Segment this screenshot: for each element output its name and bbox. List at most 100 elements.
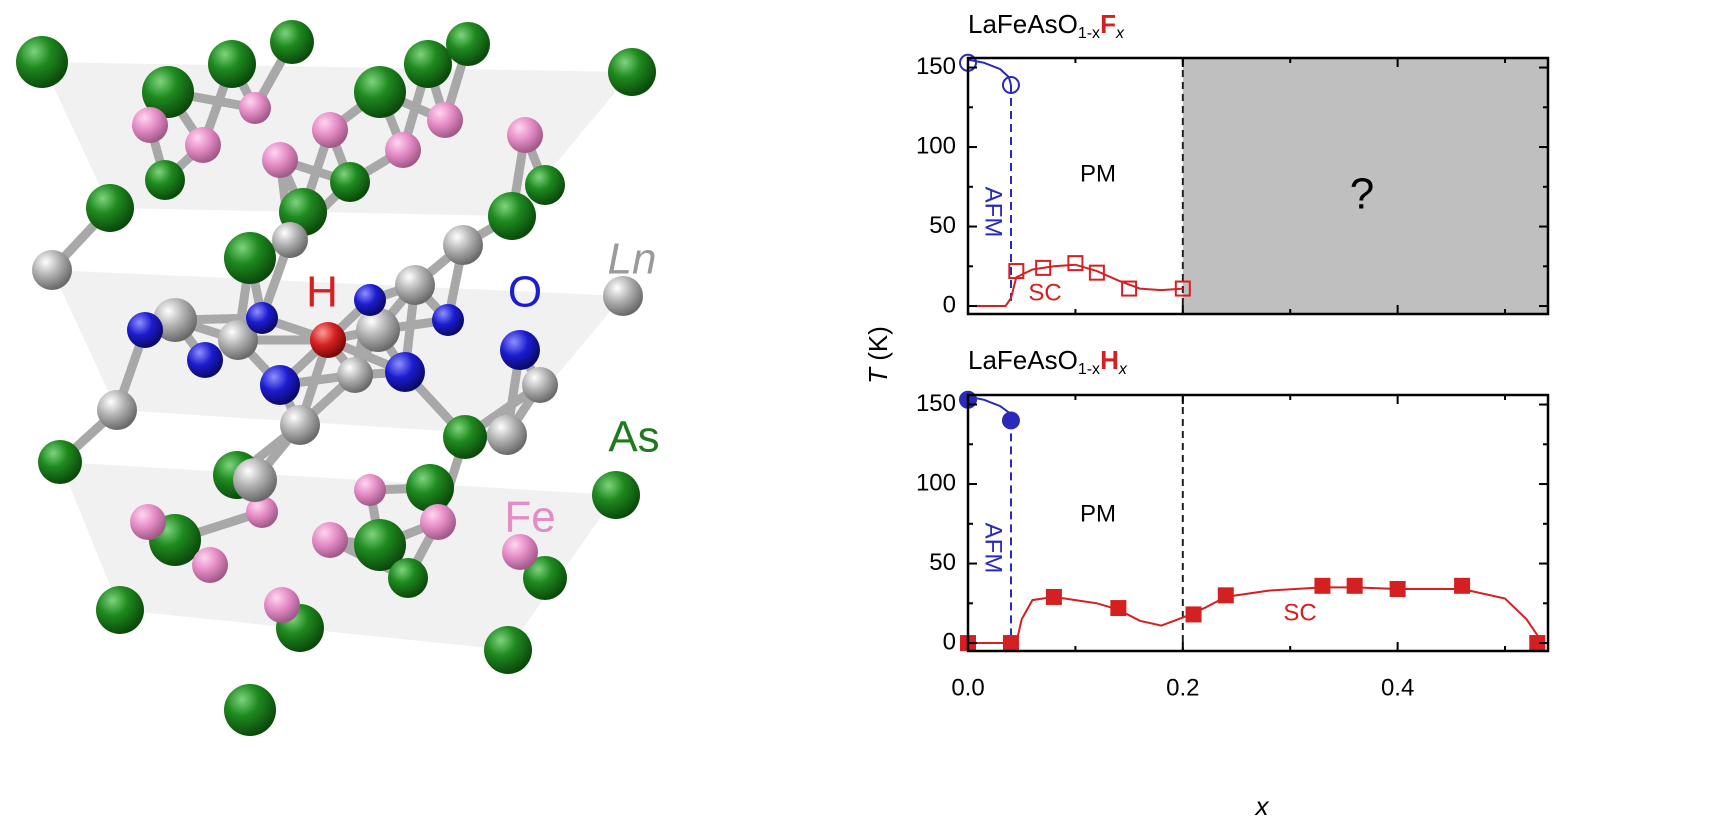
region-label: ? bbox=[1350, 170, 1374, 219]
y-tick-label: 50 bbox=[929, 549, 956, 576]
atom-pink bbox=[507, 117, 543, 153]
title-part: LaFeAsO bbox=[968, 345, 1078, 375]
y-tick-label: 0 bbox=[943, 628, 956, 655]
y-tick-label: 100 bbox=[916, 469, 956, 496]
data-point bbox=[1185, 606, 1202, 623]
atom-pink bbox=[130, 504, 166, 540]
atom-label: As bbox=[608, 413, 659, 462]
region-label: PM bbox=[1080, 160, 1116, 187]
phase-diagrams: 050100150LaFeAsO1-xFxAFMPMSC?0501001500.… bbox=[863, 9, 1550, 821]
atom-green bbox=[224, 684, 276, 736]
atom-gray bbox=[218, 320, 258, 360]
atom-blue bbox=[354, 284, 386, 316]
atom-pink bbox=[185, 127, 221, 163]
atom-green bbox=[270, 20, 314, 64]
atom-green bbox=[592, 471, 640, 519]
region-label: AFM bbox=[980, 187, 1007, 238]
title-part: 1-x bbox=[1078, 25, 1100, 42]
title-part: x bbox=[1115, 25, 1125, 42]
atom-gray bbox=[32, 250, 72, 290]
atom-green bbox=[523, 556, 567, 600]
y-tick-label: 150 bbox=[916, 53, 956, 80]
data-point bbox=[1067, 255, 1084, 272]
title-part: F bbox=[1100, 9, 1116, 39]
y-axis-label-unit: (K) bbox=[863, 326, 893, 368]
atom-gray bbox=[487, 415, 527, 455]
y-tick-label: 100 bbox=[916, 132, 956, 159]
atom-pink bbox=[312, 522, 348, 558]
atom-gray bbox=[337, 357, 373, 393]
atom-pink bbox=[264, 587, 300, 623]
atom-pink bbox=[502, 534, 538, 570]
phase-diagram: 0 50 100 150 0.0 0.2 0.4 LaFeAsO1-xHx AFM PM SC bbox=[916, 345, 1550, 701]
atom-gray bbox=[395, 265, 435, 305]
atom-pink bbox=[427, 102, 463, 138]
y-tick-label: 50 bbox=[929, 212, 956, 239]
data-point bbox=[1001, 76, 1020, 95]
data-point bbox=[1121, 280, 1138, 297]
data-point bbox=[1174, 280, 1191, 297]
y-tick-label: 150 bbox=[916, 390, 956, 417]
atom-green bbox=[330, 162, 370, 202]
atom-blue bbox=[187, 342, 223, 378]
chart-title: LaFeAsO1-xHx bbox=[968, 345, 1128, 378]
data-point bbox=[1035, 259, 1052, 276]
plot-frame bbox=[966, 393, 1550, 653]
atom-label: H bbox=[306, 268, 338, 317]
atom-pink bbox=[132, 107, 168, 143]
data-point bbox=[1454, 577, 1471, 594]
atom-green bbox=[525, 165, 565, 205]
atom-gray bbox=[97, 390, 137, 430]
guide-curve bbox=[968, 263, 1183, 307]
atom-red bbox=[310, 322, 346, 358]
atom-green bbox=[446, 22, 490, 66]
data-point bbox=[1314, 577, 1331, 594]
atom-green bbox=[86, 184, 134, 232]
data-point bbox=[1346, 577, 1363, 594]
atom-gray bbox=[443, 225, 483, 265]
title-part: H bbox=[1100, 345, 1119, 375]
region-label: SC bbox=[1283, 599, 1316, 626]
guide-curve bbox=[1015, 586, 1544, 644]
atom-green bbox=[208, 40, 256, 88]
atom-gray bbox=[522, 367, 558, 403]
x-tick-label: 0.4 bbox=[1381, 674, 1414, 701]
atom-green bbox=[406, 464, 454, 512]
data-point bbox=[1217, 587, 1234, 604]
atom-green bbox=[354, 66, 406, 118]
atom-blue bbox=[385, 352, 425, 392]
y-tick-label: 0 bbox=[943, 291, 956, 318]
atom-green bbox=[354, 519, 406, 571]
atom-blue bbox=[260, 365, 300, 405]
atom-blue bbox=[246, 302, 278, 334]
y-axis-label: T (K) bbox=[863, 326, 893, 384]
atom-green bbox=[96, 586, 144, 634]
atom-green bbox=[488, 192, 536, 240]
atom-gray bbox=[233, 458, 277, 502]
atom-gray bbox=[280, 405, 320, 445]
title-part: x bbox=[1118, 361, 1128, 378]
atom-label: Fe bbox=[504, 493, 555, 542]
atom-green bbox=[608, 48, 656, 96]
atom-pink bbox=[192, 547, 228, 583]
title-part: 1-x bbox=[1078, 361, 1100, 378]
y-axis-label-symbol: T bbox=[863, 366, 893, 384]
chart-title: LaFeAsO1-xFx bbox=[968, 9, 1125, 42]
atom-pink bbox=[354, 474, 386, 506]
atom-pink bbox=[312, 112, 348, 148]
atom-green bbox=[16, 36, 68, 88]
atom-green bbox=[38, 440, 82, 484]
atom-green bbox=[224, 232, 276, 284]
atom-pink bbox=[420, 504, 456, 540]
atom-label: O bbox=[508, 268, 542, 317]
title-part: LaFeAsO bbox=[968, 9, 1078, 39]
region-label: PM bbox=[1080, 500, 1116, 527]
data-point bbox=[1110, 600, 1127, 617]
atom-green bbox=[443, 415, 487, 459]
atom-green bbox=[145, 160, 185, 200]
atom-green bbox=[404, 40, 452, 88]
atom-gray bbox=[603, 276, 643, 316]
data-point bbox=[1088, 264, 1105, 281]
x-axis-label: x bbox=[1254, 791, 1270, 821]
